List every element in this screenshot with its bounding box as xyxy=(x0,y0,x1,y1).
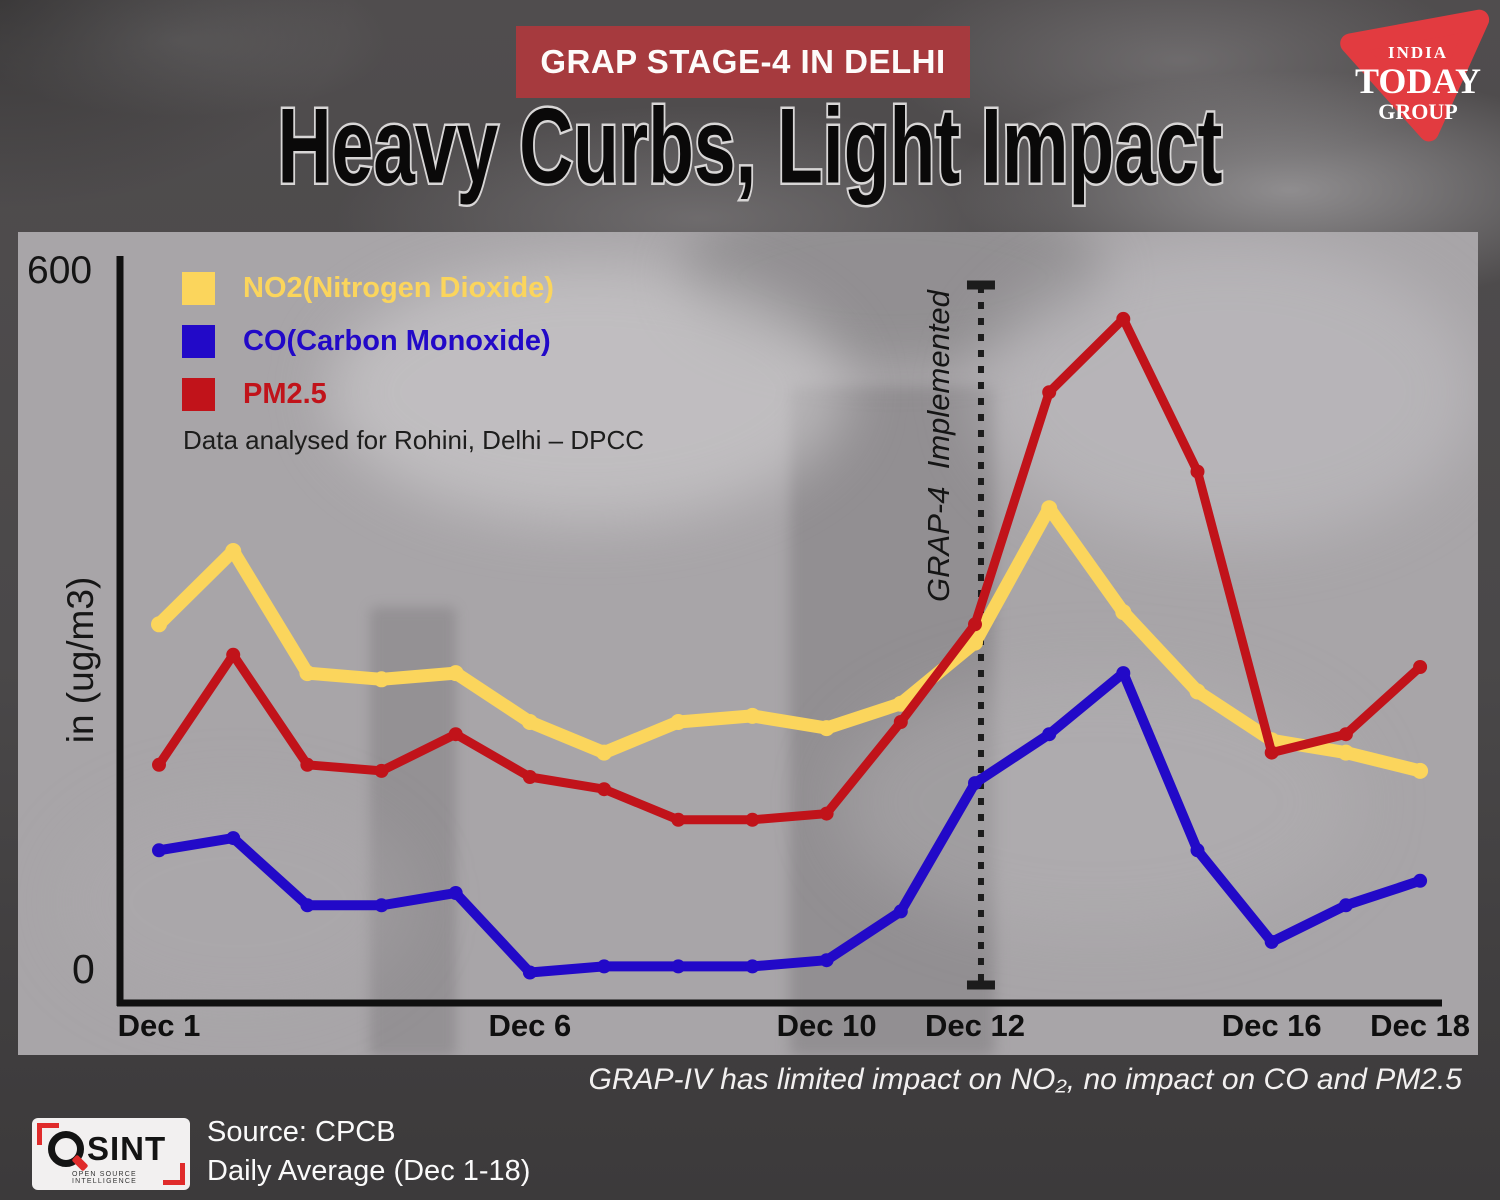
itg-line3: GROUP xyxy=(1378,99,1457,124)
legend-item-no2: NO2(Nitrogen Dioxide) xyxy=(182,272,554,305)
x-tick-label: Dec 12 xyxy=(924,1008,1025,1043)
y-tick-0: 0 xyxy=(72,946,95,992)
grap4-implemented-label: GRAP-4 Implemented xyxy=(921,290,956,602)
page-title-text: Heavy Curbs, Light Impact xyxy=(278,88,1223,206)
source-text: Source: CPCB xyxy=(207,1116,396,1148)
india-today-group-logo: INDIA TODAY GROUP xyxy=(1340,9,1490,142)
osint-wordmark: SINT xyxy=(87,1130,167,1167)
legend-swatch-no2 xyxy=(182,272,215,305)
top-banner: GRAP STAGE-4 IN DELHI xyxy=(516,26,970,98)
bracket-icon xyxy=(163,1163,185,1185)
smoke-cloud xyxy=(838,672,1358,932)
chimney-silhouette xyxy=(370,607,456,1055)
smoke-cloud xyxy=(58,792,418,1012)
osint-logo: SINT OPEN SOURCE INTELLIGENCE xyxy=(32,1118,190,1190)
legend-label-pm25: PM2.5 xyxy=(243,378,327,410)
legend-swatch-pm25 xyxy=(182,378,215,411)
legend: NO2(Nitrogen Dioxide) CO(Carbon Monoxide… xyxy=(182,272,554,431)
page-title: Heavy Curbs, Light Impact xyxy=(275,85,1225,208)
osint-tagline: OPEN SOURCE INTELLIGENCE xyxy=(72,1171,137,1185)
x-tick-label: Dec 6 xyxy=(488,1008,572,1043)
x-tick-label: Dec 16 xyxy=(1221,1008,1322,1043)
legend-item-pm25: PM2.5 xyxy=(182,378,554,411)
bracket-icon xyxy=(37,1123,59,1145)
legend-label-no2: NO2(Nitrogen Dioxide) xyxy=(243,272,554,304)
smoke-cloud xyxy=(978,242,1478,542)
source-block: Source: CPCB Daily Average (Dec 1-18) xyxy=(207,1113,530,1191)
banner-text: GRAP STAGE-4 IN DELHI xyxy=(540,43,946,80)
legend-swatch-co xyxy=(182,325,215,358)
itg-line2: TODAY xyxy=(1355,61,1481,101)
magnifier-icon xyxy=(48,1131,84,1167)
india-today-triangle xyxy=(1340,9,1490,142)
legend-item-co: CO(Carbon Monoxide) xyxy=(182,325,554,358)
itg-line1: INDIA xyxy=(1388,43,1448,62)
x-tick-label: Dec 10 xyxy=(776,1008,877,1043)
legend-label-co: CO(Carbon Monoxide) xyxy=(243,325,551,357)
period-text: Daily Average (Dec 1-18) xyxy=(207,1155,531,1187)
insight-footnote: GRAP-IV has limited impact on NO₂, no im… xyxy=(588,1063,1462,1096)
y-tick-600: 600 xyxy=(27,249,93,292)
y-axis-label: in (ug/m3) xyxy=(60,576,101,744)
x-tick-label: Dec 18 xyxy=(1370,1008,1471,1043)
x-tick-label: Dec 1 xyxy=(117,1008,201,1043)
data-source-note: Data analysed for Rohini, Delhi – DPCC xyxy=(183,425,644,455)
